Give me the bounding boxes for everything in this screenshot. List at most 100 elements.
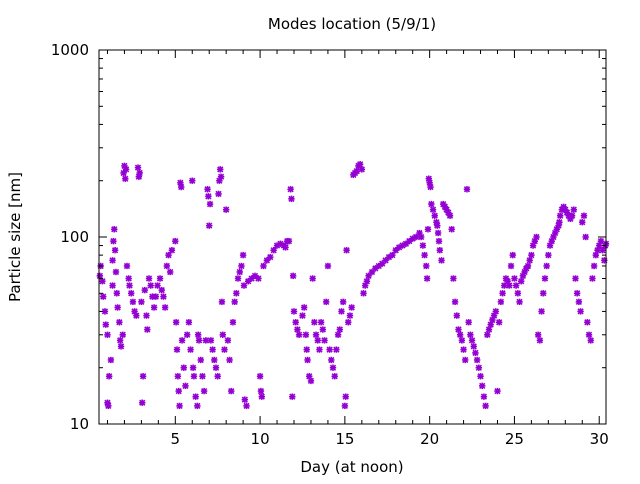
data-point (473, 356, 481, 364)
data-point (197, 356, 204, 364)
data-point (290, 308, 298, 315)
data-point (338, 308, 345, 315)
data-point (368, 268, 376, 276)
y-tick-label: 1000 (51, 41, 89, 59)
data-point (528, 251, 535, 259)
data-point (592, 251, 600, 259)
data-point (224, 337, 232, 344)
data-point (495, 319, 503, 326)
data-point (163, 262, 171, 270)
data-point (316, 346, 323, 353)
data-point (168, 246, 176, 254)
x-tick-label: 10 (251, 430, 270, 448)
data-point (509, 251, 516, 259)
data-point (160, 293, 167, 300)
data-point (206, 200, 214, 208)
data-point (573, 290, 581, 297)
data-points-group (96, 161, 610, 410)
data-point (451, 298, 459, 306)
data-point (512, 282, 520, 289)
data-point (238, 262, 245, 270)
data-point (446, 212, 454, 219)
data-point (109, 282, 116, 289)
data-point (240, 282, 248, 289)
data-point (176, 402, 183, 410)
data-point (575, 298, 583, 306)
data-point (165, 251, 172, 259)
data-point (154, 282, 161, 289)
data-point (128, 290, 135, 297)
data-point (267, 253, 274, 261)
data-point (204, 186, 211, 193)
data-point (199, 373, 206, 380)
data-point (292, 319, 299, 326)
y-tick-label: 10 (70, 415, 89, 433)
data-point (167, 268, 174, 276)
data-point (438, 257, 445, 264)
data-point (323, 298, 330, 306)
data-point (516, 298, 523, 306)
data-point (543, 262, 550, 270)
data-point (492, 308, 499, 315)
data-point (417, 233, 425, 241)
data-point (363, 278, 371, 285)
data-point (143, 312, 150, 319)
data-point (534, 331, 542, 338)
data-point (195, 337, 203, 344)
data-point (288, 195, 295, 203)
data-point (597, 237, 605, 245)
data-point (470, 343, 477, 350)
data-point (222, 206, 230, 213)
data-point (243, 402, 250, 410)
data-point (258, 393, 265, 400)
data-point (122, 175, 129, 182)
data-point (556, 218, 563, 226)
data-point (190, 373, 198, 380)
data-point (107, 356, 115, 364)
data-point (494, 387, 501, 395)
data-point (133, 312, 140, 319)
data-point (599, 246, 606, 254)
data-point (465, 319, 472, 326)
data-point (314, 337, 321, 344)
data-point (129, 298, 137, 306)
data-point (178, 337, 186, 344)
data-point (303, 346, 310, 353)
data-point (123, 262, 131, 270)
data-point (112, 268, 120, 276)
y-axis-label: Particle size [nm] (6, 172, 24, 302)
data-point (295, 331, 303, 338)
data-point (307, 377, 315, 385)
data-point (557, 212, 564, 219)
data-point (428, 200, 435, 208)
data-point (122, 166, 130, 173)
data-point (545, 251, 552, 259)
data-point (312, 331, 320, 338)
data-point (105, 373, 113, 380)
data-point (590, 262, 598, 270)
data-point (187, 346, 194, 353)
data-point (462, 356, 469, 364)
data-point (585, 331, 593, 338)
plot-frame (98, 49, 607, 425)
data-point (331, 373, 338, 380)
data-point (234, 275, 242, 282)
data-point (514, 290, 522, 297)
data-point (147, 282, 154, 289)
data-point (460, 346, 467, 353)
data-point (139, 399, 146, 406)
data-point (218, 298, 226, 306)
data-point (99, 278, 106, 285)
data-point (206, 222, 213, 229)
data-point (228, 387, 235, 395)
data-point (231, 298, 238, 306)
data-point (138, 298, 145, 306)
data-point (215, 190, 222, 198)
chart-title: Modes location (5/9/1) (268, 15, 436, 33)
data-point (499, 290, 506, 297)
data-point (189, 364, 197, 371)
data-point (317, 319, 325, 326)
data-point (105, 402, 112, 410)
data-point (299, 312, 306, 319)
